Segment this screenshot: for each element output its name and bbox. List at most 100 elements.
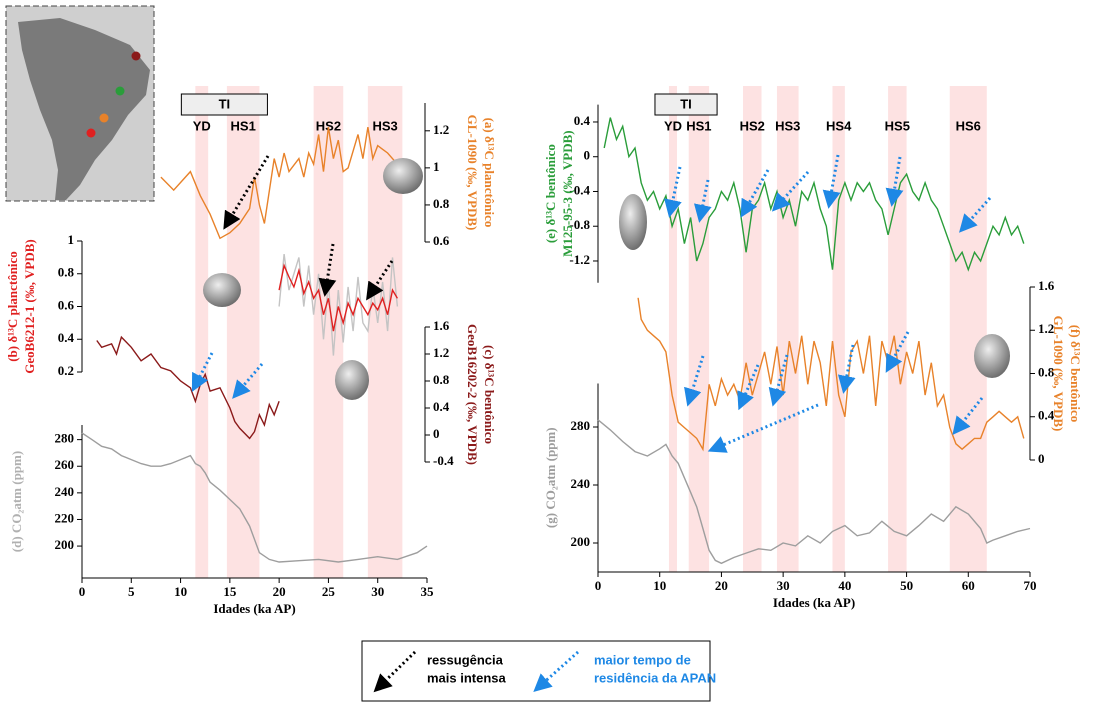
y-tick-label: 260	[55, 457, 75, 472]
event-band	[832, 86, 845, 572]
event-band	[688, 86, 710, 572]
y-axis-label: M125-95-3 (‰, VPDB)	[560, 130, 575, 257]
y-tick-label: 0	[1038, 451, 1045, 466]
y-tick-label: 0.8	[58, 265, 75, 280]
y-tick-label: -1.2	[569, 252, 590, 267]
y-tick-label: 240	[55, 484, 75, 499]
y-tick-label: 220	[55, 510, 75, 525]
ti-label: TI	[680, 96, 692, 111]
y-tick-label: 280	[55, 431, 75, 446]
legend-arrow	[373, 650, 417, 693]
y-axis-label: (b) δ¹³C planctônico	[5, 251, 20, 362]
y-tick-label: 0.4	[58, 330, 75, 345]
y-tick-label: 200	[571, 534, 591, 549]
arrow	[959, 197, 992, 233]
y-axis-label: GeoB6212-1 (‰, VPDB)	[22, 239, 37, 373]
arrow	[952, 397, 984, 436]
y-axis-label: (g) CO₂atm (ppm)	[543, 427, 558, 528]
data-line	[637, 297, 1025, 452]
y-axis-label: (a) δ¹³C planctônico	[482, 118, 497, 228]
y-tick-label: 0	[433, 426, 440, 441]
x-tick-label: 10	[174, 584, 187, 599]
arrow	[366, 260, 394, 301]
foram	[203, 273, 241, 307]
ti-box	[654, 93, 718, 116]
arrow	[885, 156, 904, 207]
event-label: YD	[193, 118, 211, 133]
x-tick-label: 25	[322, 584, 336, 599]
arrow	[837, 344, 856, 394]
y-tick-label: 0.8	[433, 196, 450, 211]
event-label: HS6	[956, 118, 981, 133]
y-tick-label: -0.4	[569, 182, 590, 197]
data-line	[160, 126, 398, 240]
event-band	[743, 86, 762, 572]
event-label: HS2	[316, 118, 341, 133]
event-label: YD	[664, 118, 682, 133]
legend-label: ressugência	[427, 652, 504, 667]
arrow	[664, 166, 682, 218]
arrow	[707, 403, 819, 453]
y-tick-label: 280	[571, 418, 591, 433]
y-axis-label: (c) δ¹³C bentônico	[482, 345, 497, 444]
x-axis-label: Idades (ka AP)	[773, 595, 855, 610]
x-tick-label: 70	[1024, 578, 1037, 593]
x-tick-label: 35	[421, 584, 435, 599]
event-band	[776, 86, 799, 572]
data-line	[81, 432, 428, 563]
foram	[619, 194, 647, 250]
event-label: HS5	[885, 118, 910, 133]
legend-label: residência da APAN	[594, 670, 716, 685]
site	[115, 86, 125, 96]
x-tick-label: 60	[962, 578, 975, 593]
event-band	[226, 86, 260, 578]
y-tick-label: 240	[571, 476, 591, 491]
legend: ressugência mais intensa maior tempo de res…	[361, 640, 716, 702]
arrows	[191, 154, 992, 453]
y-tick-label: 1	[433, 159, 440, 174]
arrow	[885, 331, 910, 373]
y-tick-label: 0	[584, 148, 591, 163]
y-tick-label: -0.8	[569, 217, 590, 232]
x-tick-label: 40	[838, 578, 851, 593]
ti-label: TI	[219, 96, 231, 111]
event-label: HS4	[826, 118, 852, 133]
y-tick-label: 1.6	[433, 318, 450, 333]
data-line	[597, 419, 1031, 565]
event-label: HS1	[686, 118, 711, 133]
y-tick-label: 1.2	[1038, 321, 1054, 336]
arrow	[693, 179, 712, 223]
y-axis-label: (e) δ¹³C bentônico	[543, 144, 558, 243]
foram-icons	[203, 158, 1010, 400]
x-tick-label: 50	[900, 578, 913, 593]
site	[99, 113, 109, 123]
x-tick-label: 30	[371, 584, 384, 599]
event-label: HS2	[740, 118, 765, 133]
site	[86, 128, 96, 138]
x-axis-label: Idades (ka AP)	[213, 601, 295, 616]
y-tick-label: 0.8	[1038, 364, 1055, 379]
y-tick-label: 0.2	[58, 363, 74, 378]
y-tick-label: 1	[68, 232, 75, 247]
y-axis-label: (d) CO₂atm (ppm)	[9, 451, 24, 552]
legend-arrow	[533, 650, 580, 693]
event-band	[195, 86, 209, 578]
data-line	[278, 263, 399, 332]
y-tick-label: 0.4	[1038, 408, 1055, 423]
legend-label: mais intensa	[427, 670, 507, 685]
event-band	[313, 86, 344, 578]
event-band	[668, 86, 677, 572]
x-tick-label: 20	[273, 584, 286, 599]
event-label: HS3	[372, 118, 397, 133]
x-tick-label: 5	[128, 584, 135, 599]
y-tick-label: 1.6	[1038, 278, 1055, 293]
legend-label: maior tempo de	[594, 652, 691, 667]
y-tick-label: 200	[55, 537, 75, 552]
y-tick-label: 0.4	[574, 113, 591, 128]
continent	[18, 18, 150, 200]
map-inset	[5, 5, 155, 202]
arrow	[232, 363, 264, 399]
y-axis-label: (f) δ¹³C bentônico	[1068, 325, 1083, 423]
y-tick-label: 1.2	[433, 345, 449, 360]
